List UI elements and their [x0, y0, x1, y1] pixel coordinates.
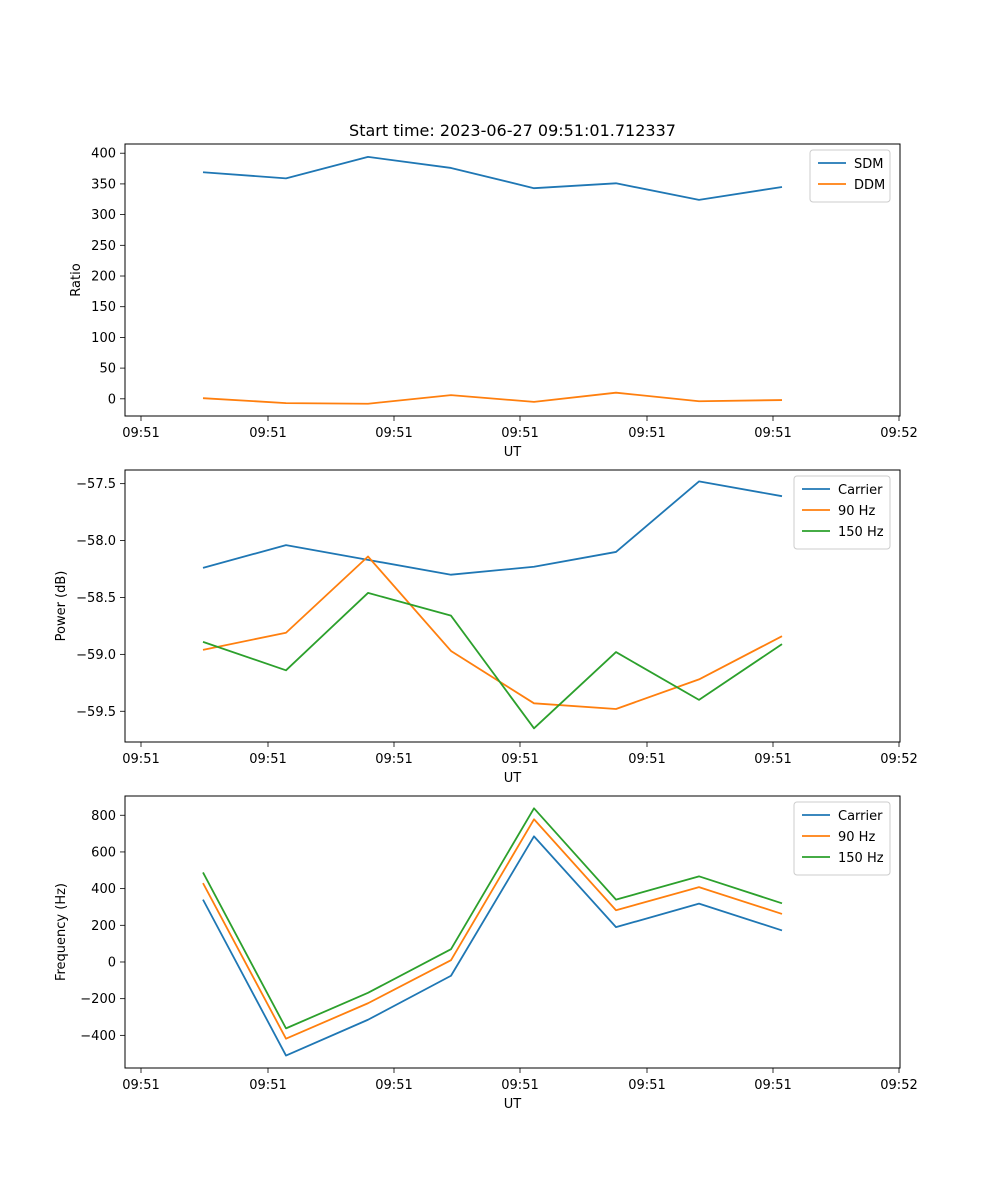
series-line-carrier [202, 480, 783, 576]
chart-panel-2: 09:51 09:51 09:51 09:51 09:51 09:51 09:52 −59.5… [54, 469, 918, 786]
legend: SDM DDM [809, 149, 891, 203]
y-tick-label: −58.5 [76, 591, 116, 606]
series-line-150-hz [202, 592, 783, 730]
y-tick-label: 200 [91, 270, 116, 285]
x-tick-label: 09:51 [628, 1078, 665, 1093]
x-tick-label: 09:51 [375, 1078, 412, 1093]
y-tick-label: −59.0 [76, 648, 116, 663]
x-tick-label: 09:51 [628, 426, 665, 441]
y-tick-label: −59.5 [76, 705, 116, 720]
y-tick-label: 300 [91, 208, 116, 223]
y-tick-label: 200 [91, 919, 116, 934]
series-line-150-hz [202, 807, 783, 1030]
x-tick-label: 09:51 [628, 752, 665, 767]
x-tick-label: 09:51 [375, 752, 412, 767]
legend: Carrier 90 Hz 150 Hz [793, 801, 891, 876]
y-tick-label: 100 [91, 331, 116, 346]
series-line-ddm [202, 391, 783, 405]
legend-label: Carrier [838, 809, 883, 824]
y-tick-label: 150 [91, 300, 116, 315]
legend-label: Carrier [838, 483, 883, 498]
chart-panel-3: 09:51 09:51 09:51 09:51 09:51 09:51 09:52 −400 −… [54, 795, 918, 1112]
y-axis-label: Power (dB) [54, 571, 69, 642]
legend: Carrier 90 Hz 150 Hz [793, 475, 891, 550]
y-tick-label: 800 [91, 809, 116, 824]
y-tick-label: 350 [91, 177, 116, 192]
y-axis-label: Ratio [69, 263, 84, 296]
y-tick-label: 0 [108, 392, 116, 407]
axes-frame [124, 143, 901, 417]
y-tick-label: −400 [80, 1029, 116, 1044]
x-tick-label: 09:51 [122, 752, 159, 767]
x-tick-label: 09:52 [880, 426, 917, 441]
x-tick-label: 09:51 [754, 1078, 791, 1093]
chart-title: Start time: 2023-06-27 09:51:01.712337 [349, 121, 676, 140]
series-line-sdm [202, 155, 783, 201]
y-tick-label: 250 [91, 239, 116, 254]
axes-frame [124, 469, 901, 743]
x-axis-label: UT [504, 445, 522, 460]
x-axis-label: UT [504, 771, 522, 786]
legend-label: DDM [854, 178, 885, 193]
legend-label: 150 Hz [838, 525, 884, 540]
x-tick-label: 09:51 [501, 1078, 538, 1093]
x-tick-label: 09:51 [754, 426, 791, 441]
y-axis-label: Frequency (Hz) [54, 883, 69, 981]
x-tick-label: 09:51 [501, 752, 538, 767]
x-tick-label: 09:52 [880, 752, 917, 767]
x-tick-label: 09:51 [122, 1078, 159, 1093]
chart-panel-1: Start time: 2023-06-27 09:51:01.712337 09… [69, 121, 918, 460]
series-line-90-hz [202, 818, 783, 1040]
y-tick-label: 400 [91, 882, 116, 897]
legend-label: 90 Hz [838, 504, 875, 519]
series-line-90-hz [202, 555, 783, 710]
x-tick-label: 09:51 [754, 752, 791, 767]
legend-label: 150 Hz [838, 851, 884, 866]
x-tick-label: 09:51 [122, 426, 159, 441]
y-tick-label: 50 [99, 362, 116, 377]
x-tick-label: 09:51 [249, 426, 286, 441]
x-tick-label: 09:51 [501, 426, 538, 441]
y-tick-label: −57.5 [76, 477, 116, 492]
x-tick-label: 09:52 [880, 1078, 917, 1093]
series-line-carrier [202, 835, 783, 1057]
y-tick-label: 400 [91, 147, 116, 162]
x-tick-label: 09:51 [375, 426, 412, 441]
legend-label: SDM [854, 157, 883, 172]
axes-frame [124, 795, 901, 1069]
y-tick-label: 0 [108, 955, 116, 970]
y-tick-label: −58.0 [76, 534, 116, 549]
y-tick-label: 600 [91, 845, 116, 860]
x-axis-label: UT [504, 1097, 522, 1112]
x-tick-label: 09:51 [249, 752, 286, 767]
y-tick-label: −200 [80, 992, 116, 1007]
legend-label: 90 Hz [838, 830, 875, 845]
x-tick-label: 09:51 [249, 1078, 286, 1093]
